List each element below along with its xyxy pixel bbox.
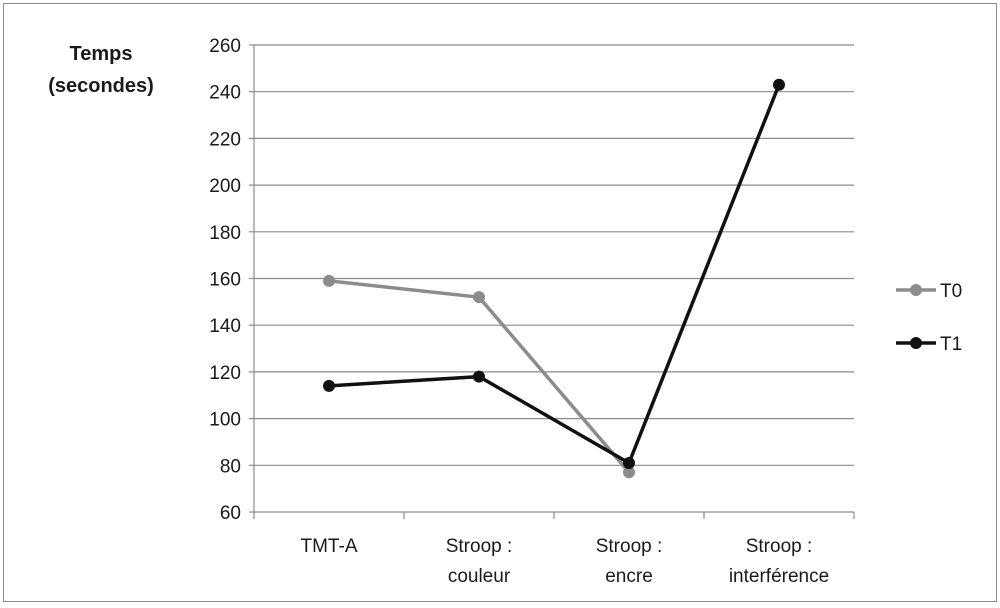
y-tick-label: 240 [209,83,241,104]
x-category-label: Stroop : interférence [729,536,829,587]
legend-label: T0 [940,281,962,302]
y-tick-label: 100 [209,410,241,431]
y-tick-label: 260 [209,36,241,57]
legend: T0 T1 [896,281,962,355]
grid-lines [254,44,854,466]
y-tick-label: 200 [209,176,241,197]
legend-swatch-marker [910,284,922,296]
line-chart: 60 80 100 120 140 160 180 200 220 240 260 TMT-A Str… [48,36,962,587]
y-tick-label: 120 [209,363,241,384]
series-T0 [323,274,635,479]
x-category-labels: TMT-A Stroop : couleur Stroop : encre Stroop … [301,536,830,587]
chart-frame: 60 80 100 120 140 160 180 200 220 240 260 TMT-A Str… [3,3,997,602]
x-category-label: Stroop : encre [596,536,663,587]
data-point [323,274,335,287]
x-category-label: Stroop : couleur [446,536,513,587]
series-T1 [323,78,785,469]
data-point [473,370,485,383]
series-line [328,84,781,465]
y-tick-label: 60 [220,503,241,524]
axes [249,44,855,519]
y-tick-labels: 60 80 100 120 140 160 180 200 220 240 260 [209,36,241,524]
data-point [623,466,635,479]
series-layer [323,78,785,479]
data-point [773,78,785,91]
data-point [473,291,485,304]
legend-label: T1 [940,334,962,355]
x-category-label: TMT-A [301,536,358,557]
y-tick-label: 160 [209,270,241,291]
y-tick-label: 140 [209,316,241,337]
legend-entry: T1 [896,334,962,355]
y-tick-label: 80 [220,456,241,477]
legend-swatch-marker [910,337,922,349]
y-tick-label: 220 [209,129,241,150]
y-axis-label: Temps (secondes) [48,43,154,97]
data-point [323,379,335,392]
y-tick-label: 180 [209,223,241,244]
legend-entry: T0 [896,281,962,302]
data-point [623,456,635,469]
